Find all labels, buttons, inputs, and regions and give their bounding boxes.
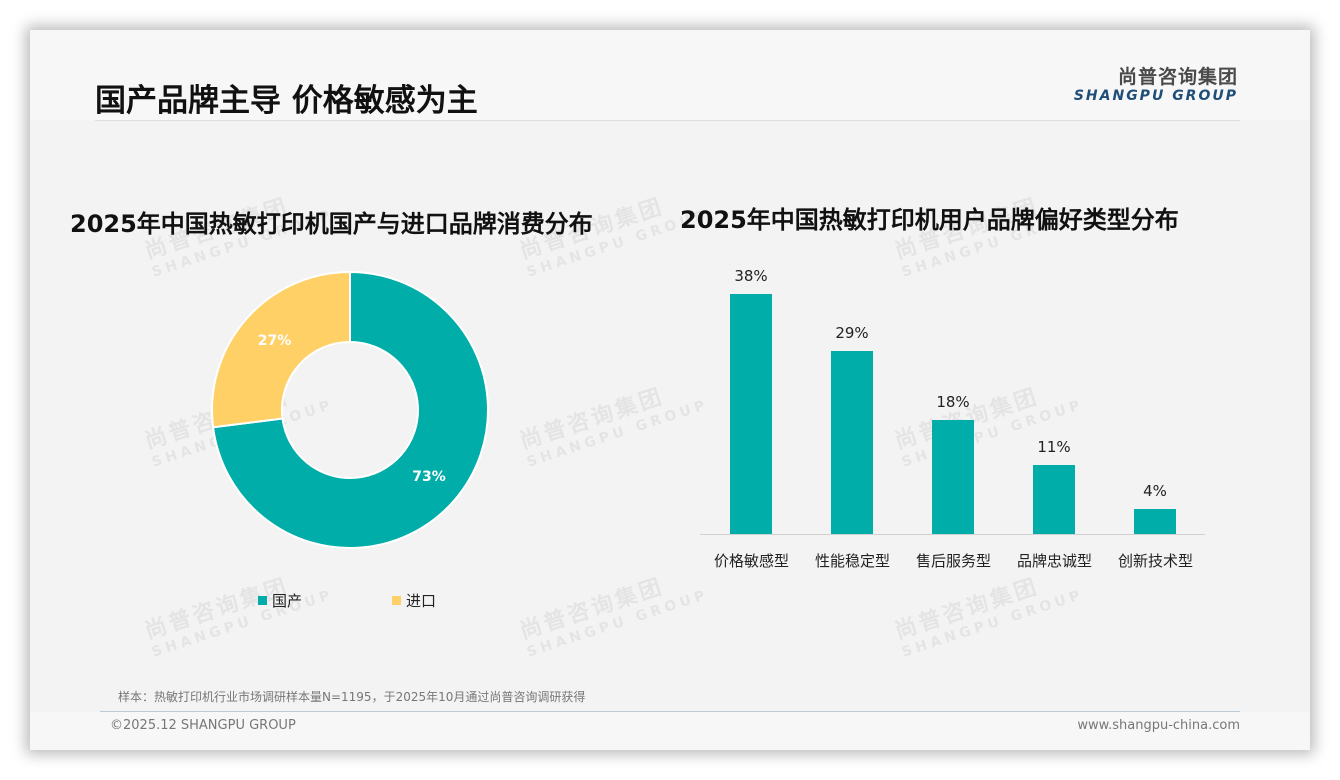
legend-swatch-import [392, 596, 401, 605]
legend-label: 进口 [406, 592, 437, 610]
copyright-text: ©2025.12 SHANGPU GROUP [110, 718, 296, 733]
bar [1033, 464, 1075, 534]
x-axis-category-label: 价格敏感型 [713, 552, 789, 570]
donut-label-domestic: 73% [412, 469, 446, 486]
x-axis-line [700, 534, 1205, 535]
donut-chart-graphic [211, 270, 489, 549]
bar-value-label: 4% [1143, 481, 1167, 500]
slide: 尚普咨询集团 SHANGPU GROUP 尚普咨询集团 SHANGPU GROUP … [30, 30, 1310, 750]
bar-chart: 38% 29% 18% 11% 4% 价格敏感型 性能稳定型 售后服务型 品牌忠… [700, 260, 1210, 590]
bar-value-label: 11% [1037, 437, 1071, 456]
header-band [30, 30, 1310, 120]
donut-slice [211, 270, 351, 429]
bar-value-label: 18% [936, 393, 970, 412]
footer-divider [100, 711, 1240, 712]
bar [932, 420, 974, 534]
donut-chart-title: 2025年中国热敏打印机国产与进口品牌消费分布 [70, 210, 593, 238]
bar-value-label: 38% [734, 267, 768, 285]
company-logo: 尚普咨询集团 SHANGPU GROUP [1074, 66, 1238, 104]
sample-note: 样本：热敏打印机行业市场调研样本量N=1195，于2025年10月通过尚普咨询调… [118, 690, 586, 704]
page-title: 国产品牌主导 价格敏感为主 [95, 83, 478, 119]
legend-item-domestic: 国产 [258, 590, 302, 611]
bar [831, 350, 873, 534]
donut-slice [211, 270, 489, 549]
donut-chart: 73% 27% [210, 270, 490, 550]
x-axis-category-label: 品牌忠诚型 [1016, 552, 1092, 570]
footer-band [30, 712, 1310, 750]
legend-swatch-domestic [258, 596, 267, 605]
x-axis-category-label: 创新技术型 [1117, 552, 1193, 570]
legend-item-import: 进口 [392, 590, 436, 611]
donut-label-import: 27% [257, 332, 292, 349]
website-link: www.shangpu-china.com [1077, 718, 1240, 733]
legend-label: 国产 [272, 592, 303, 610]
logo-english-text: SHANGPU GROUP [1073, 88, 1238, 104]
bar-chart-title: 2025年中国热敏打印机用户品牌偏好类型分布 [680, 206, 1179, 234]
x-axis-category-label: 性能稳定型 [814, 552, 890, 570]
bar [730, 294, 772, 534]
bar-value-label: 29% [835, 323, 869, 342]
bar [1134, 508, 1176, 534]
header-divider [95, 120, 1240, 121]
logo-chinese-text: 尚普咨询集团 [1117, 66, 1238, 88]
x-axis-category-label: 售后服务型 [915, 552, 991, 570]
